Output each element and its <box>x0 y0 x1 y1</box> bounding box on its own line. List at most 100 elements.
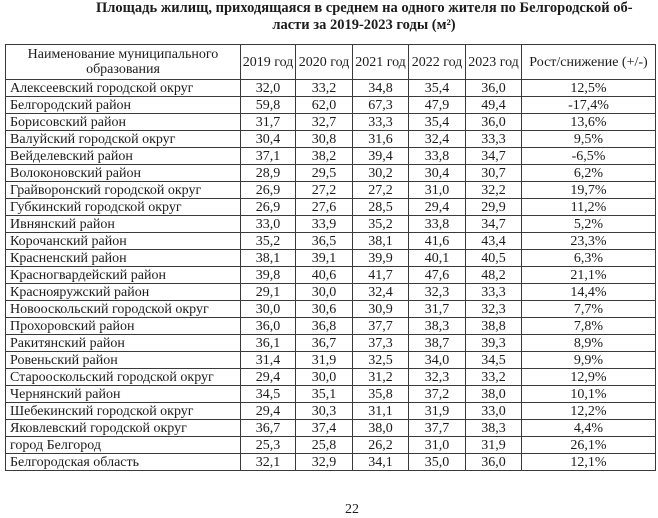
change-value: 4,4% <box>521 419 656 437</box>
year-value-2023: 36,0 <box>465 453 522 471</box>
year-value-2021: 32,5 <box>352 351 409 369</box>
year-value-2022: 37,2 <box>408 385 466 403</box>
year-value-2019: 32,1 <box>240 453 296 471</box>
year-value-2019: 37,1 <box>240 147 296 165</box>
table-row: Губкинский городской округ 26,9 27,6 28,5 29… <box>5 198 656 216</box>
year-value-2020: 33,9 <box>295 215 353 233</box>
year-value-2019: 36,0 <box>240 317 296 335</box>
year-value-2019: 31,7 <box>240 113 296 131</box>
year-value-2020: 30,8 <box>295 130 353 148</box>
municipality-name: Ровеньский район <box>5 351 241 369</box>
year-value-2021: 32,4 <box>352 283 409 301</box>
municipality-name: Красненский район <box>5 249 241 267</box>
header-2019: 2019 год <box>240 44 296 80</box>
municipality-name: Борисовский район <box>5 113 241 131</box>
table-row: Красненский район 38,1 39,1 39,9 40,1 40,5 6,3… <box>5 249 656 267</box>
municipality-name: Волоконовский район <box>5 164 241 182</box>
year-value-2019: 31,4 <box>240 351 296 369</box>
year-value-2023: 49,4 <box>465 96 522 114</box>
year-value-2020: 36,8 <box>295 317 353 335</box>
year-value-2023: 30,7 <box>465 164 522 182</box>
municipality-name: Яковлевский городской округ <box>5 419 241 437</box>
table-row: Валуйский городской округ 30,4 30,8 31,6 32,… <box>5 130 656 148</box>
municipality-name: Белгородская область <box>5 453 241 471</box>
year-value-2021: 34,1 <box>352 453 409 471</box>
header-change: Рост/снижение (+/-) <box>521 44 656 80</box>
header-municipality: Наименование муниципального образования <box>5 44 241 80</box>
year-value-2019: 26,9 <box>240 198 296 216</box>
year-value-2022: 31,0 <box>408 436 466 454</box>
year-value-2019: 30,0 <box>240 300 296 318</box>
table-row: Красногвардейский район 39,8 40,6 41,7 47,6 4… <box>5 266 656 284</box>
year-value-2022: 31,7 <box>408 300 466 318</box>
municipality-name: Ракитянский район <box>5 334 241 352</box>
year-value-2023: 33,3 <box>465 130 522 148</box>
table-row: Ракитянский район 36,1 36,7 37,3 38,7 39,3 8,9… <box>5 334 656 352</box>
year-value-2023: 48,2 <box>465 266 522 284</box>
year-value-2021: 28,5 <box>352 198 409 216</box>
change-value: 6,2% <box>521 164 656 182</box>
year-value-2021: 31,1 <box>352 402 409 420</box>
municipality-name: Губкинский городской округ <box>5 198 241 216</box>
municipality-name: Корочанский район <box>5 232 241 250</box>
year-value-2021: 38,1 <box>352 232 409 250</box>
year-value-2021: 35,2 <box>352 215 409 233</box>
year-value-2020: 32,9 <box>295 453 353 471</box>
year-value-2019: 32,0 <box>240 79 296 97</box>
year-value-2020: 30,0 <box>295 368 353 386</box>
year-value-2020: 27,2 <box>295 181 353 199</box>
year-value-2023: 33,3 <box>465 283 522 301</box>
year-value-2022: 31,0 <box>408 181 466 199</box>
table-row: Вейделевский район 37,1 38,2 39,4 33,8 34,7 -6… <box>5 147 656 165</box>
year-value-2022: 40,1 <box>408 249 466 267</box>
year-value-2019: 36,7 <box>240 419 296 437</box>
change-value: 5,2% <box>521 215 656 233</box>
year-value-2020: 32,7 <box>295 113 353 131</box>
year-value-2023: 34,7 <box>465 215 522 233</box>
year-value-2023: 33,0 <box>465 402 522 420</box>
change-value: 26,1% <box>521 436 656 454</box>
year-value-2022: 35,4 <box>408 79 466 97</box>
table-row: Белгородский район 59,8 62,0 67,3 47,9 49,4 -1… <box>5 96 656 114</box>
header-2021: 2021 год <box>352 44 409 80</box>
change-value: 13,6% <box>521 113 656 131</box>
municipality-name: Валуйский городской округ <box>5 130 241 148</box>
change-value: 12,5% <box>521 79 656 97</box>
municipality-name: Вейделевский район <box>5 147 241 165</box>
year-value-2023: 39,3 <box>465 334 522 352</box>
year-value-2020: 38,2 <box>295 147 353 165</box>
year-value-2020: 36,7 <box>295 334 353 352</box>
municipality-name: Краснояружский район <box>5 283 241 301</box>
year-value-2021: 35,8 <box>352 385 409 403</box>
table-row: Корочанский район 35,2 36,5 38,1 41,6 43,4 23,… <box>5 232 656 250</box>
year-value-2020: 39,1 <box>295 249 353 267</box>
change-value: 8,9% <box>521 334 656 352</box>
table-row: Алексеевский городской округ 32,0 33,2 34,8… <box>5 79 656 97</box>
year-value-2023: 34,7 <box>465 147 522 165</box>
year-value-2020: 40,6 <box>295 266 353 284</box>
year-value-2023: 38,0 <box>465 385 522 403</box>
year-value-2022: 34,0 <box>408 351 466 369</box>
year-value-2021: 31,6 <box>352 130 409 148</box>
year-value-2020: 30,0 <box>295 283 353 301</box>
year-value-2019: 38,1 <box>240 249 296 267</box>
table-header-row: Наименование муниципального образования … <box>5 44 656 80</box>
change-value: 9,9% <box>521 351 656 369</box>
year-value-2022: 38,7 <box>408 334 466 352</box>
year-value-2021: 26,2 <box>352 436 409 454</box>
year-value-2020: 62,0 <box>295 96 353 114</box>
year-value-2021: 34,8 <box>352 79 409 97</box>
change-value: 14,4% <box>521 283 656 301</box>
year-value-2021: 38,0 <box>352 419 409 437</box>
year-value-2020: 33,2 <box>295 79 353 97</box>
municipality-name: Шебекинский городской округ <box>5 402 241 420</box>
year-value-2019: 30,4 <box>240 130 296 148</box>
change-value: -6,5% <box>521 147 656 165</box>
header-2020: 2020 год <box>295 44 353 80</box>
change-value: 7,7% <box>521 300 656 318</box>
table-row: Ивнянский район 33,0 33,9 35,2 33,8 34,7 5,2% <box>5 215 656 233</box>
year-value-2021: 37,7 <box>352 317 409 335</box>
year-value-2023: 38,8 <box>465 317 522 335</box>
year-value-2019: 29,4 <box>240 402 296 420</box>
year-value-2023: 36,0 <box>465 113 522 131</box>
